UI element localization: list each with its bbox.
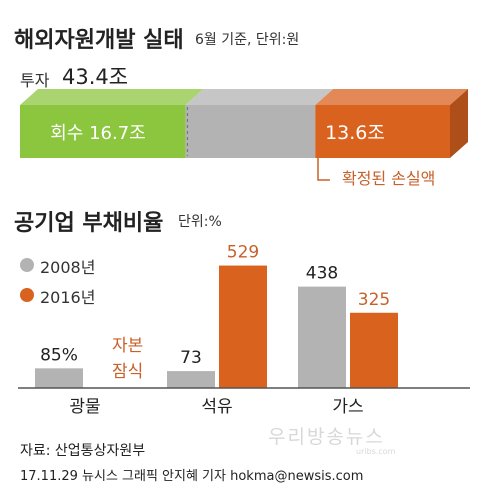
bar-recovered	[20, 89, 204, 158]
bar-label-2-1: 325	[358, 290, 390, 310]
bar-loss	[315, 89, 468, 158]
chart-title: 해외자원개발 실태	[14, 28, 184, 53]
source-note: 자료: 산업통상자원부	[20, 443, 146, 459]
loss-value-label: 13.6조	[325, 122, 385, 144]
x-tick-2: 가스	[332, 397, 363, 417]
legend-2016-label: 2016년	[40, 288, 96, 307]
chart-subtitle: 6월 기준, 단위:원	[195, 32, 300, 48]
loss-leader-line	[317, 158, 330, 181]
x-tick-0: 광물	[69, 397, 100, 417]
bar-unconfirmed	[185, 89, 334, 158]
legend-2008-swatch	[20, 258, 34, 272]
watermark-sub: uribs.com	[356, 447, 396, 456]
debt-ratio-title: 공기업 부채비율	[14, 211, 164, 236]
bar-1-1	[219, 265, 267, 388]
debt-ratio-chart: 85% 73 529 438 325 광물 석유 가스 자본 잠식	[18, 243, 470, 417]
debt-ratio-unit: 단위:%	[178, 214, 222, 230]
investment-value: 43.4조	[62, 65, 129, 89]
x-tick-1: 석유	[201, 397, 232, 417]
watermark-text: 우리방송뉴스	[268, 426, 385, 448]
bar-2-1	[350, 312, 398, 388]
recovered-label: 회수 16.7조	[50, 123, 145, 144]
investment-label: 투자	[20, 71, 50, 90]
bar-label-2-0: 438	[306, 264, 338, 284]
legend-2016-swatch	[20, 288, 34, 302]
bar-2-0	[298, 286, 346, 388]
bar-label-1-0: 73	[180, 348, 202, 368]
bar-label-0-0: 85%	[40, 345, 78, 365]
legend-2008-label: 2008년	[40, 258, 96, 277]
bar-0-0	[35, 368, 83, 388]
bar-label-1-1: 529	[227, 243, 259, 263]
annotation-line1: 자본	[112, 336, 143, 356]
annotation-line2: 잠식	[112, 362, 143, 382]
investment-bar-chart: 회수 16.7조 13.6조 확정된 손실액	[20, 89, 468, 188]
bar-1-0	[167, 371, 215, 388]
loss-caption: 확정된 손실액	[342, 169, 435, 188]
credit-note: 17.11.29 뉴시스 그래픽 안지혜 기자 hokma@newsis.com	[20, 469, 364, 484]
